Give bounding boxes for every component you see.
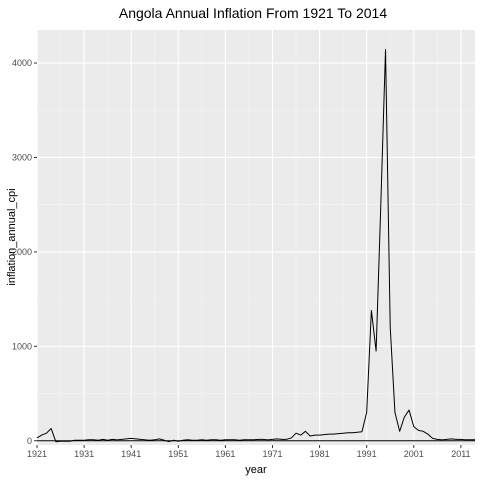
x-tick-label: 1981 (310, 449, 330, 459)
x-tick-label: 1941 (121, 449, 141, 459)
minor-gridlines (37, 30, 475, 445)
x-axis-ticks: 1921 1931 1941 1951 1961 1971 1981 1991 2001 2011 (27, 445, 471, 459)
x-axis-title: year (245, 464, 267, 476)
x-tick-label: 2011 (451, 449, 470, 459)
x-tick-label: 1991 (357, 449, 377, 459)
series-layer (36, 48, 475, 443)
y-tick-label: 2000 (12, 247, 32, 257)
major-gridlines (36, 30, 475, 445)
y-tick-label: 4000 (12, 58, 32, 68)
y-tick-label: 0 (27, 436, 32, 446)
x-tick-label: 1921 (27, 449, 47, 459)
x-tick-label: 1971 (262, 449, 282, 459)
chart-title: Angola Annual Inflation From 1921 To 201… (119, 5, 387, 21)
plot-panel (37, 30, 475, 445)
y-axis-title: inflation_annual_cpi (6, 188, 18, 285)
y-tick-label: 1000 (12, 341, 32, 351)
y-axis-ticks: 0 1000 2000 3000 4000 (12, 58, 37, 446)
x-tick-label: 1961 (215, 449, 235, 459)
x-tick-label: 1951 (168, 449, 188, 459)
x-tick-label: 2001 (404, 449, 424, 459)
y-tick-label: 3000 (12, 152, 32, 162)
x-tick-label: 1931 (74, 449, 94, 459)
inflation-line (36, 48, 475, 443)
